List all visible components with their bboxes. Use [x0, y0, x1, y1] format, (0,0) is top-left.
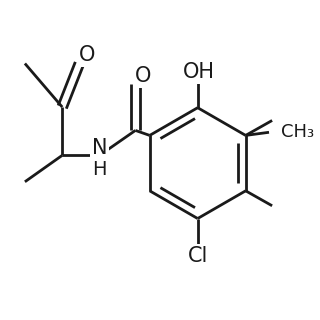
Text: O: O [79, 45, 95, 65]
Text: CH₃: CH₃ [282, 123, 315, 141]
Text: O: O [135, 66, 151, 86]
Text: OH: OH [183, 62, 215, 82]
Text: N: N [92, 138, 108, 157]
Text: Cl: Cl [188, 246, 208, 266]
Text: H: H [92, 160, 107, 179]
